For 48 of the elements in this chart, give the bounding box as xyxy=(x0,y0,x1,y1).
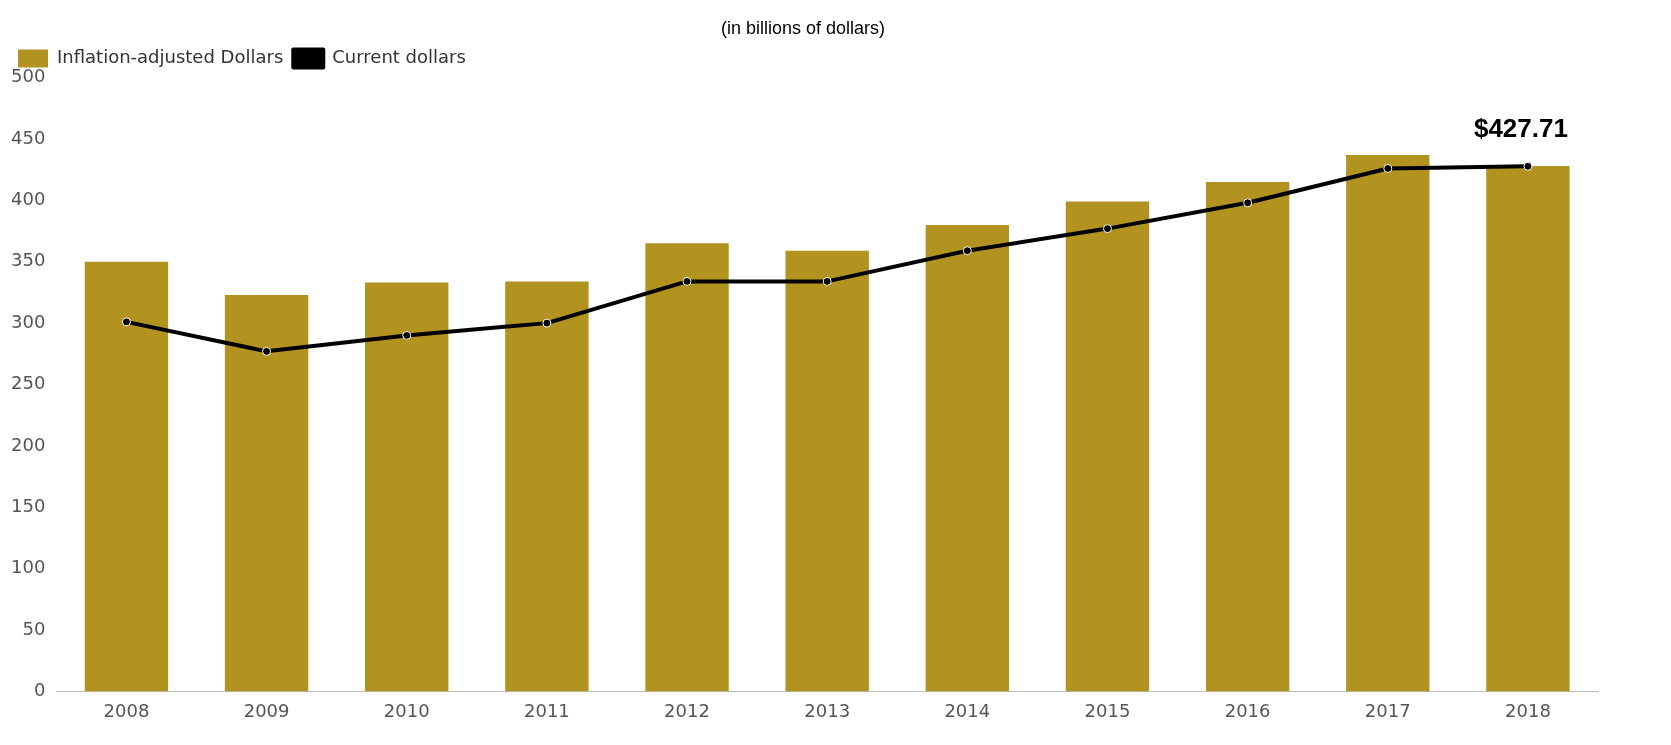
y-tick-label: 50 xyxy=(22,617,46,639)
bar xyxy=(365,282,449,692)
annotation: $427.71 xyxy=(1473,112,1568,143)
x-tick-label: 2017 xyxy=(1364,699,1411,721)
point xyxy=(822,276,832,286)
y-tick-label: 300 xyxy=(11,310,46,332)
point xyxy=(1102,224,1112,234)
y-tick-label: 450 xyxy=(11,126,46,148)
legend-label: Inflation-adjusted Dollars xyxy=(57,46,284,68)
bar xyxy=(1486,165,1570,692)
x-tick-label: 2016 xyxy=(1224,699,1271,721)
bar xyxy=(785,250,869,692)
y-tick-label: 350 xyxy=(11,249,46,271)
bar xyxy=(84,261,169,692)
x-tick-label: 2008 xyxy=(103,699,150,721)
bar xyxy=(1346,154,1430,692)
x-tick-label: 2013 xyxy=(804,699,851,721)
x-tick-label: 2018 xyxy=(1505,699,1551,721)
point xyxy=(402,330,412,340)
point xyxy=(1243,198,1253,208)
point xyxy=(682,276,692,286)
y-tick-label: 250 xyxy=(11,372,46,394)
x-tick-label: 2012 xyxy=(664,699,710,721)
bar xyxy=(505,281,589,692)
bar xyxy=(224,294,309,692)
y-tick-label: 200 xyxy=(11,433,46,455)
point xyxy=(542,318,552,328)
y-tick-label: 150 xyxy=(11,494,46,516)
y-tick-label: 100 xyxy=(11,556,46,578)
y-tick-label: 400 xyxy=(11,188,46,210)
x-tick-label: 2009 xyxy=(243,699,290,721)
y-tick-label: 500 xyxy=(11,65,46,87)
legend-label: Current dollars xyxy=(332,46,466,68)
x-tick-label: 2015 xyxy=(1084,699,1131,721)
y-tick-label: 0 xyxy=(33,679,46,701)
x-tick-label: 2014 xyxy=(944,699,991,721)
point xyxy=(262,346,272,356)
x-tick-label: 2010 xyxy=(383,699,430,721)
point xyxy=(121,317,131,327)
x-tick-label: 2011 xyxy=(523,699,570,721)
bar xyxy=(925,224,1010,692)
chart-subtitle: (in billions of dollars) xyxy=(720,17,886,38)
bar xyxy=(645,243,729,692)
bar xyxy=(1065,201,1150,692)
point xyxy=(1383,163,1393,173)
bar xyxy=(1205,181,1290,692)
point xyxy=(1523,161,1533,171)
point xyxy=(962,246,972,256)
